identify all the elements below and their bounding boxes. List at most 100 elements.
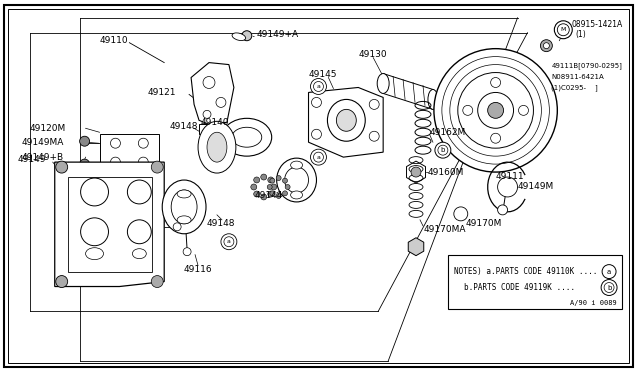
Circle shape — [56, 161, 68, 173]
Text: a: a — [317, 84, 321, 89]
Text: 49148: 49148 — [169, 122, 198, 131]
Ellipse shape — [177, 216, 191, 224]
Circle shape — [276, 176, 281, 180]
Ellipse shape — [328, 99, 365, 141]
Text: M: M — [561, 27, 566, 32]
Circle shape — [260, 174, 267, 180]
Ellipse shape — [291, 161, 303, 169]
Circle shape — [310, 149, 326, 165]
Circle shape — [491, 77, 500, 87]
Circle shape — [268, 191, 274, 197]
Text: a: a — [607, 269, 611, 275]
Circle shape — [285, 185, 290, 189]
Circle shape — [270, 191, 275, 196]
Text: 49170MA: 49170MA — [424, 225, 467, 234]
Circle shape — [221, 234, 237, 250]
Circle shape — [276, 193, 281, 198]
Circle shape — [498, 205, 508, 215]
Circle shape — [268, 177, 274, 183]
Circle shape — [251, 184, 257, 190]
Circle shape — [435, 142, 451, 158]
Ellipse shape — [291, 191, 303, 199]
Circle shape — [543, 43, 549, 49]
Circle shape — [518, 105, 529, 115]
Text: 49111: 49111 — [495, 171, 524, 180]
Ellipse shape — [162, 180, 206, 234]
Circle shape — [450, 65, 541, 156]
Text: (1): (1) — [575, 30, 586, 39]
Ellipse shape — [177, 190, 191, 198]
Polygon shape — [308, 87, 383, 157]
Circle shape — [203, 110, 211, 118]
Text: 49162M: 49162M — [430, 128, 466, 137]
Ellipse shape — [171, 190, 197, 224]
Circle shape — [282, 191, 287, 196]
Text: 49111B[0790-0295]: 49111B[0790-0295] — [551, 62, 622, 69]
Circle shape — [183, 248, 191, 256]
Circle shape — [138, 138, 148, 148]
Text: N08911-6421A: N08911-6421A — [551, 74, 604, 80]
Circle shape — [271, 184, 276, 190]
Ellipse shape — [285, 167, 308, 193]
Text: 49116: 49116 — [183, 265, 212, 274]
Text: 49170M: 49170M — [466, 219, 502, 228]
Circle shape — [369, 99, 379, 109]
Circle shape — [138, 157, 148, 167]
Circle shape — [81, 178, 108, 206]
Text: 49149+A: 49149+A — [257, 30, 299, 39]
Circle shape — [488, 102, 504, 118]
Bar — [448, 255, 622, 310]
Text: b: b — [607, 285, 611, 291]
Circle shape — [260, 194, 267, 200]
Polygon shape — [406, 161, 426, 183]
Circle shape — [477, 93, 513, 128]
Circle shape — [312, 97, 321, 108]
Circle shape — [434, 49, 557, 172]
Circle shape — [498, 177, 518, 197]
Text: A/90 i 0089: A/90 i 0089 — [570, 301, 617, 307]
Circle shape — [454, 207, 468, 221]
Ellipse shape — [207, 132, 227, 162]
Circle shape — [458, 73, 534, 148]
Circle shape — [151, 161, 163, 173]
Text: NOTES) a.PARTS CODE 49110K ....: NOTES) a.PARTS CODE 49110K .... — [454, 267, 597, 276]
Circle shape — [111, 138, 120, 148]
Ellipse shape — [337, 109, 356, 131]
Circle shape — [173, 223, 181, 231]
Ellipse shape — [222, 118, 272, 156]
Circle shape — [442, 57, 549, 164]
Circle shape — [79, 159, 90, 169]
Ellipse shape — [232, 127, 262, 147]
Circle shape — [604, 283, 614, 292]
Text: 49149MA: 49149MA — [22, 138, 64, 147]
Circle shape — [314, 152, 323, 162]
Text: 49160M: 49160M — [428, 167, 465, 177]
Circle shape — [203, 77, 215, 89]
Ellipse shape — [276, 158, 317, 202]
Text: 49120M: 49120M — [30, 124, 66, 133]
Circle shape — [557, 24, 569, 36]
Text: a: a — [227, 239, 231, 244]
Text: (1)C0295-    ]: (1)C0295- ] — [551, 84, 598, 91]
Ellipse shape — [198, 121, 236, 173]
Text: 49144: 49144 — [255, 192, 283, 201]
Polygon shape — [191, 62, 234, 124]
Circle shape — [111, 157, 120, 167]
Circle shape — [282, 178, 287, 183]
Polygon shape — [199, 124, 214, 134]
Ellipse shape — [428, 89, 438, 109]
Circle shape — [314, 81, 323, 92]
Circle shape — [491, 133, 500, 143]
Circle shape — [242, 31, 252, 41]
Circle shape — [127, 220, 151, 244]
Text: 49148: 49148 — [207, 219, 236, 228]
Circle shape — [224, 237, 234, 247]
Circle shape — [127, 180, 151, 204]
Circle shape — [79, 136, 90, 146]
Ellipse shape — [377, 74, 389, 93]
Circle shape — [216, 97, 226, 108]
Text: 08915-1421A: 08915-1421A — [572, 20, 623, 29]
Ellipse shape — [86, 248, 104, 260]
Text: 49149+B: 49149+B — [22, 153, 64, 162]
Bar — [100, 134, 159, 172]
